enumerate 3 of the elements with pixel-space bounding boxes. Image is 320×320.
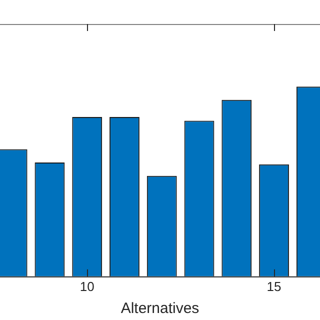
x-tick-label: 15 (266, 278, 282, 294)
x-axis-title: Alternatives (120, 300, 200, 318)
x-tick-label: 10 (80, 278, 94, 294)
